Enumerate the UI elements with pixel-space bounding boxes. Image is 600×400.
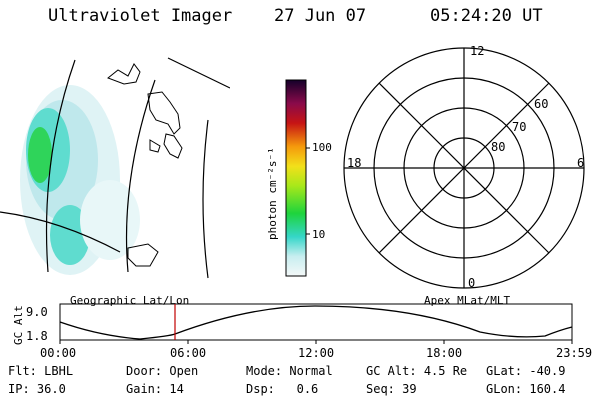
date-label: 27 Jun 07	[274, 6, 367, 26]
colorbar-gradient	[285, 79, 307, 277]
orbit-xtick-1800: 18:00	[426, 346, 463, 360]
altitude-curve	[59, 305, 573, 340]
status-gain: Gain: 14	[126, 382, 184, 396]
status-ip: IP: 36.0	[8, 382, 66, 396]
grid-lines	[0, 57, 230, 279]
status-mode: Mode: Normal	[246, 364, 333, 378]
colorbar-unit-label: photon cm⁻²s⁻¹	[266, 147, 279, 240]
orbit-xtick-2359: 23:59	[556, 346, 593, 360]
lat-label-80: 80	[491, 140, 506, 154]
geographic-map	[0, 57, 230, 279]
mlt-label-18: 18	[347, 156, 362, 170]
orbit-altitude-plot	[59, 303, 573, 344]
aurora-emission	[20, 85, 140, 275]
status-glat: GLat: -40.9	[486, 364, 566, 378]
status-door: Door: Open	[126, 364, 199, 378]
mlt-label-12: 12	[470, 44, 485, 58]
orbit-xtick-1200: 12:00	[298, 346, 335, 360]
orbit-xtick-0600: 06:00	[170, 346, 207, 360]
colorbar-tick-100: 100	[312, 141, 332, 154]
status-gc-alt: GC Alt: 4.5 Re	[366, 364, 468, 378]
mlt-label-6: 6	[577, 156, 585, 170]
status-glon: GLon: 160.4	[486, 382, 566, 396]
orbit-ytick-max: 9.0	[26, 305, 48, 319]
coastlines	[107, 63, 183, 267]
orbit-ytick-min: 1.8	[26, 329, 48, 343]
status-dsp: Dsp: 0.6	[246, 382, 319, 396]
app-title: Ultraviolet Imager	[48, 6, 233, 26]
polar-plot	[343, 47, 585, 289]
lat-label-60: 60	[534, 97, 549, 111]
time-label: 05:24:20 UT	[430, 6, 543, 26]
status-seq: Seq: 39	[366, 382, 417, 396]
colorbar	[285, 79, 310, 277]
orbit-ylabel: GC Alt	[12, 305, 25, 345]
orbit-xtick-0000: 00:00	[40, 346, 77, 360]
colorbar-tick-10: 10	[312, 228, 326, 241]
status-flt: Flt: LBHL	[8, 364, 74, 378]
lat-label-70: 70	[512, 120, 527, 134]
mlt-label-0: 0	[468, 276, 476, 290]
